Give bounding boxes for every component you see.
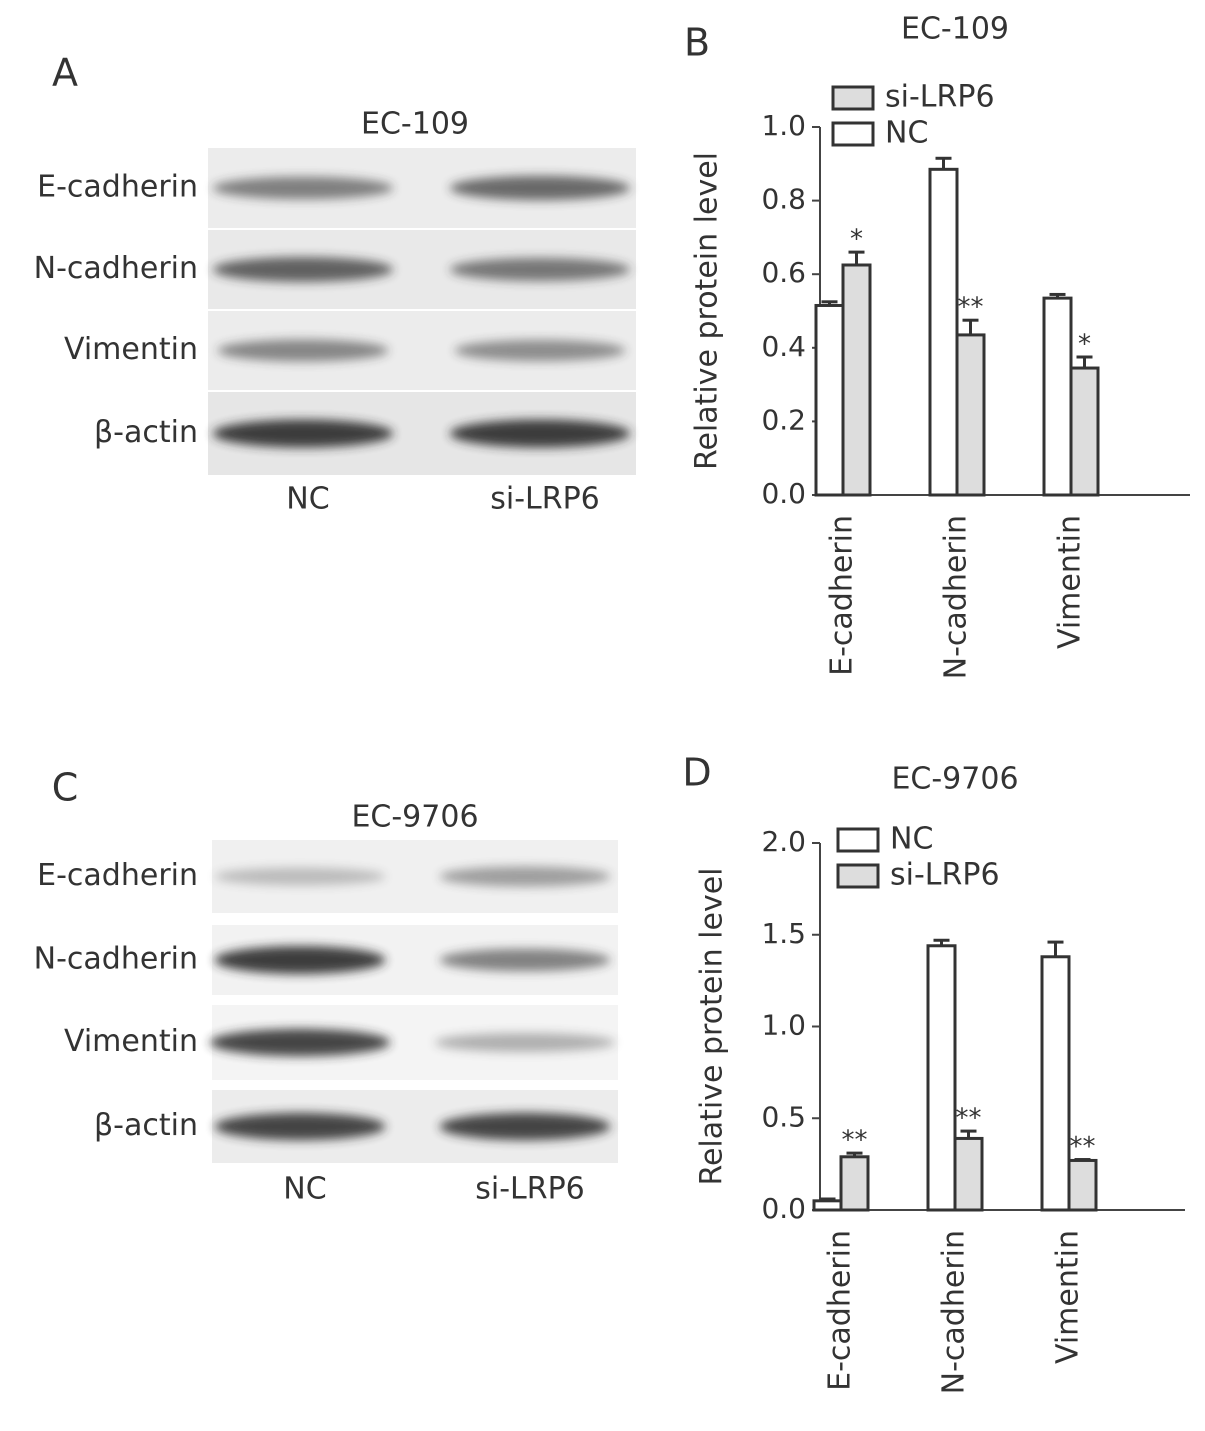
legend-label: si-LRP6 [885,80,995,115]
blot-band [439,866,611,887]
lane-label: NC [283,1172,326,1207]
legend-swatch [836,863,880,889]
blot-band [449,257,631,282]
legend-swatch [831,85,875,111]
x-tick-label: E-cadherin [825,515,860,676]
panel-label: A [52,51,78,95]
y-axis-label: Relative protein level [690,152,725,470]
y-tick-label: 1.5 [761,917,806,950]
blot-band [212,257,394,282]
panel-label: D [682,751,711,795]
y-tick-label: 0.6 [761,256,806,289]
significance: ** [842,1126,868,1156]
blot-row-label: Vimentin [64,332,198,367]
legend-swatch [836,827,880,853]
legend-label: NC [890,822,933,857]
y-tick-label: 1.0 [761,109,806,142]
chart-title: EC-9706 [891,762,1018,797]
blot-title: EC-9706 [351,800,478,835]
x-tick-label: N-cadherin [937,1230,972,1394]
significance: ** [956,1104,982,1134]
bar [1040,955,1071,1212]
blot-row-label: N-cadherin [34,942,198,977]
blot-band [454,339,626,362]
blot-row-label: Vimentin [64,1024,198,1059]
legend-swatch [831,121,875,147]
y-tick-label: 0.2 [761,403,806,436]
bar [841,263,872,497]
blot-band [449,419,631,448]
bar [955,333,986,497]
blot-band [209,1028,391,1057]
panel-label: B [684,21,710,65]
lane-label: si-LRP6 [475,1172,585,1207]
significance: ** [1070,1132,1096,1162]
blot-row-label: E-cadherin [37,170,198,205]
blot-band [214,867,386,886]
blot-band [212,176,394,200]
blot-band [214,1112,386,1141]
x-tick-label: E-cadherin [823,1230,858,1391]
blot-band [439,948,611,972]
blot-row-label: β-actin [94,415,198,450]
blot-band [217,339,389,362]
y-tick-label: 2.0 [761,825,806,858]
x-tick-label: Vimentin [1053,515,1088,649]
y-tick-label: 0.4 [761,330,806,363]
legend-label: si-LRP6 [890,858,1000,893]
blot-row-label: E-cadherin [37,858,198,893]
y-axis-label: Relative protein level [695,867,730,1185]
chart-title: EC-109 [901,12,1009,47]
y-tick-label: 1.0 [761,1009,806,1042]
significance: * [1078,330,1091,360]
lane-label: NC [286,482,329,517]
x-tick-label: N-cadherin [939,515,974,679]
blot-band [434,1033,616,1052]
blot-band [212,419,394,448]
blot-band [214,946,386,974]
bar [1042,296,1073,497]
significance: * [850,225,863,255]
bar [814,303,845,497]
blot-row-label: β-actin [94,1108,198,1143]
y-tick-label: 0.0 [761,477,806,510]
y-tick-label: 0.5 [761,1100,806,1133]
y-tick-label: 0.8 [761,183,806,216]
bar [1069,366,1100,497]
bar [812,1199,843,1212]
y-tick-label: 0.0 [761,1192,806,1225]
bar [1067,1158,1098,1212]
bar [953,1136,984,1212]
bar [839,1155,870,1212]
legend-label: NC [885,116,928,151]
blot-band [449,175,631,201]
blot-row-label: N-cadherin [34,251,198,286]
panel-label: C [52,766,79,810]
lane-label: si-LRP6 [490,482,600,517]
x-tick-label: Vimentin [1051,1230,1086,1364]
bar [926,944,957,1212]
bar [928,167,959,497]
significance: ** [958,293,984,323]
blot-band [439,1112,611,1141]
blot-title: EC-109 [361,107,469,142]
